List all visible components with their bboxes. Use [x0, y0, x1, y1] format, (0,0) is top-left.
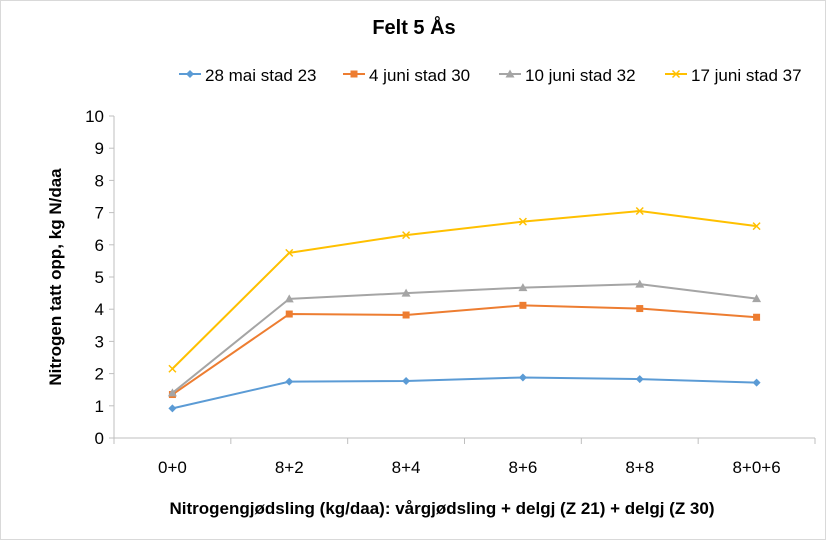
x-tick-label: 8+4	[392, 458, 421, 477]
y-tick-label: 9	[95, 139, 104, 158]
diamond-marker	[752, 378, 761, 387]
series-line	[171, 283, 757, 394]
cross-marker	[635, 206, 644, 216]
legend-swatch	[179, 70, 201, 78]
series-line	[171, 304, 757, 396]
x-tick-labels: 0+0 8+2 8+4 8+6 8+8 8+0+6	[158, 458, 781, 477]
y-tick-label: 8	[95, 171, 104, 190]
triangle-marker	[401, 288, 411, 297]
cross-stroke	[752, 222, 761, 231]
series-lines	[167, 206, 762, 413]
triangle-marker	[284, 294, 294, 303]
series-diamond	[168, 373, 761, 413]
y-tick-label: 4	[95, 300, 104, 319]
x-tick-label: 8+6	[508, 458, 537, 477]
square-marker	[402, 311, 410, 319]
x-tick-label: 8+8	[625, 458, 654, 477]
y-tick-label: 5	[95, 268, 104, 287]
cross-marker	[752, 222, 761, 231]
diamond-marker	[186, 70, 194, 78]
diamond-marker	[518, 373, 527, 382]
y-tick-label: 10	[85, 107, 104, 126]
triangle-marker	[505, 69, 515, 78]
cross-marker	[285, 248, 294, 257]
legend-label: 17 juni stad 37	[691, 66, 802, 85]
diamond-marker	[402, 377, 411, 386]
triangle-marker	[167, 388, 177, 397]
legend: 28 mai stad 23 4 juni stad 30 10 juni st…	[179, 66, 802, 85]
series-triangle	[167, 279, 762, 397]
diamond-marker	[285, 377, 294, 386]
y-tick-label: 7	[95, 204, 104, 223]
y-tick-label: 3	[95, 332, 104, 351]
y-tick-label: 0	[95, 429, 104, 448]
square-marker	[285, 310, 293, 318]
legend-item: 10 juni stad 32	[499, 66, 636, 85]
legend-swatch	[499, 69, 521, 78]
y-tick-labels: 0 1 2 3 4 5 6 7 8 9 10	[85, 107, 104, 448]
cross-marker	[518, 217, 527, 226]
series-line	[171, 209, 757, 370]
triangle-marker	[518, 283, 528, 292]
y-tick-label: 6	[95, 236, 104, 255]
cross-marker	[168, 364, 177, 373]
triangle-marker	[635, 279, 645, 288]
legend-swatch	[343, 70, 365, 78]
legend-label: 4 juni stad 30	[369, 66, 470, 85]
diamond-marker	[168, 404, 177, 413]
x-tick-label: 8+2	[275, 458, 304, 477]
cross-stroke	[635, 206, 644, 216]
chart-title: Felt 5 Ås	[372, 15, 455, 39]
cross-stroke	[402, 231, 411, 240]
legend-item: 4 juni stad 30	[343, 66, 470, 85]
legend-swatch	[665, 69, 687, 79]
series-line	[172, 376, 757, 410]
x-axis-label: Nitrogengjødsling (kg/daa): vårgjødsling…	[170, 499, 715, 518]
series-square	[168, 301, 761, 399]
y-tick-label: 2	[95, 365, 104, 384]
legend-item: 17 juni stad 37	[665, 66, 802, 85]
legend-label: 10 juni stad 32	[525, 66, 636, 85]
y-axis-label: Nitrogen tatt opp, kg N/daa	[46, 168, 65, 386]
cross-stroke	[671, 69, 681, 79]
legend-item: 28 mai stad 23	[179, 66, 317, 85]
series-cross	[168, 206, 761, 373]
cross-marker	[671, 69, 681, 79]
cross-marker	[402, 231, 411, 240]
diamond-marker	[635, 375, 644, 384]
x-tick-label: 8+0+6	[732, 458, 780, 477]
square-marker	[350, 70, 358, 78]
cross-stroke	[168, 364, 177, 373]
cross-stroke	[518, 217, 527, 226]
legend-label: 28 mai stad 23	[205, 66, 317, 85]
square-marker	[519, 301, 527, 309]
square-marker	[636, 305, 644, 313]
square-marker	[753, 313, 761, 321]
y-tick-label: 1	[95, 397, 104, 416]
triangle-marker	[752, 294, 762, 303]
cross-stroke	[285, 248, 294, 257]
axes	[109, 115, 816, 444]
x-tick-label: 0+0	[158, 458, 187, 477]
